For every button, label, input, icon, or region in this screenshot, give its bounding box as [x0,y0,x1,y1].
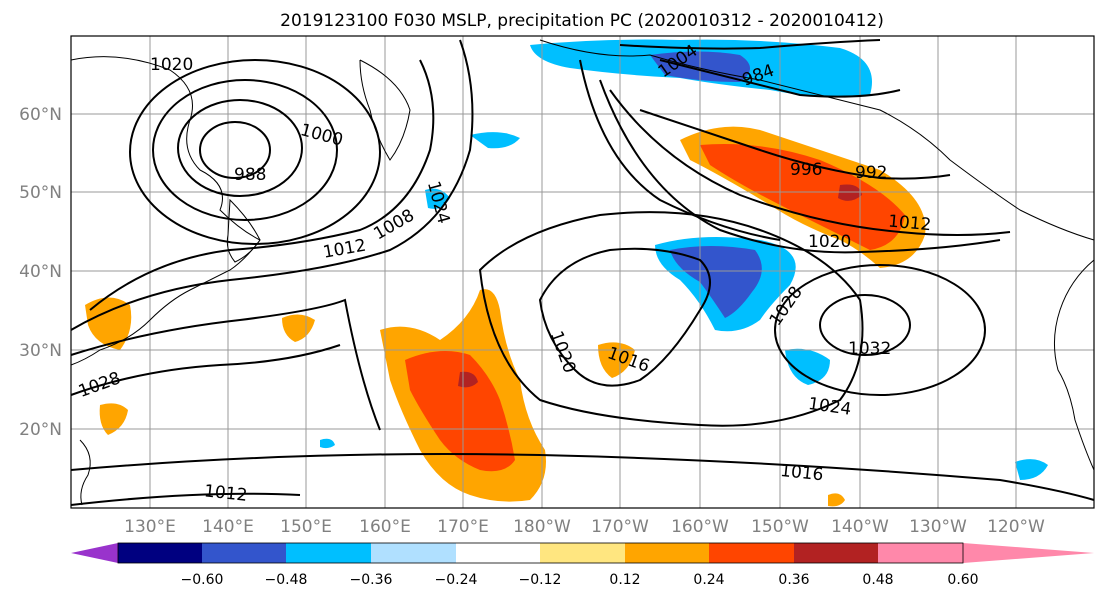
isobar-1012-west [89,59,435,311]
longitude-labels: 130°E 140°E 150°E 160°E 170°E 180°W 170°… [124,517,1045,537]
isobar-996-north [639,109,951,180]
isobar-low-ring-3 [152,79,338,221]
isobar-label-992-north: 992 [855,163,887,183]
isobar-label-996-north: 996 [790,160,822,180]
lon-label-180w: 180°W [513,517,571,537]
colorbar-tick-5: −0.12 [519,572,562,588]
isobar-1004-north [619,39,881,50]
isobar-984-north [659,59,901,98]
colorbar-outline [117,542,964,564]
lon-label-140e: 140°E [202,517,254,537]
colorbar-tick-2: −0.48 [265,572,308,588]
isobar-1008-north [609,89,1011,236]
colorbar-swatch-9 [794,543,878,563]
colorbar-swatch-1 [118,543,202,563]
isobar-label-1012-south: 1012 [203,481,248,505]
isobar-low-ring-2 [177,99,303,197]
precip-max-north-pacific [838,184,862,201]
colorbar-swatch-4 [371,543,456,563]
isobar-low-ring-1 [199,121,271,179]
precip-neg-hawaii-east [785,348,830,385]
lat-label-40n: 40°N [19,262,62,282]
map-background [71,36,1094,508]
isobar-1028-high [774,264,986,396]
precip-neg-central-core [670,246,762,318]
lon-label-120w: 120°W [987,517,1045,537]
coastlines [70,39,1095,506]
colorbar-tick-4: −0.24 [435,572,478,588]
colorbar-swatch-10 [878,543,963,563]
lon-label-170e: 170°E [437,517,489,537]
colorbar-extend-high [963,543,1094,563]
coast-asia-north [70,56,261,366]
colorbar-tick-9: 0.48 [862,572,893,588]
lon-label-130e: 130°E [124,517,176,537]
latitude-labels: 60°N 50°N 40°N 30°N 20°N [19,105,62,440]
coast-na-west [1054,259,1095,471]
lon-label-150w: 150°W [751,517,809,537]
colorbar: −0.60 −0.48 −0.36 −0.24 −0.12 0.12 0.24 … [71,542,1094,588]
lon-label-130w: 130°W [909,517,967,537]
isobar-1016-south [70,453,1095,501]
isobar-1016-west [70,39,474,331]
lat-label-60n: 60°N [19,105,62,125]
colorbar-tick-10: 0.60 [947,572,978,588]
precip-tropical-core [405,351,515,472]
lat-label-20n: 20°N [19,420,62,440]
figure-title: 2019123100 F030 MSLP, precipitation PC (… [280,11,884,31]
isobar-labels: 1020 1020 1016 1016 1028 1028 1024 1024 … [76,41,932,506]
precip-hawaii-west [598,342,635,378]
lon-label-160e: 160°E [359,517,411,537]
colorbar-swatch-6 [540,543,625,563]
colorbar-tick-8: 0.36 [778,572,809,588]
isobar-1032-high [819,294,911,356]
isobar-1016-north [579,59,781,241]
isobar-label-988-west: 988 [234,165,266,185]
lat-label-30n: 30°N [19,341,62,361]
precip-japan-south [85,297,132,350]
isobar-1024-central [478,211,864,427]
colorbar-swatch-7 [625,543,709,563]
precip-southwest [99,403,128,435]
colorbar-tick-3: −0.36 [350,572,393,588]
isobar-1020-north [599,79,1001,254]
precip-neg-west [470,132,520,149]
isobar-label-1012-north: 1012 [887,212,932,236]
colorbar-extend-low [71,543,118,563]
colorbar-tick-1: −0.60 [181,572,224,588]
isobar-1020-central [538,247,711,387]
colorbar-tick-6: 0.12 [609,572,640,588]
coast-kamchatka [359,59,411,161]
isobar-low-ring-4 [129,59,381,245]
isobars [70,39,1095,506]
isobar-label-1020-nw: 1020 [150,55,193,75]
colorbar-swatch-8 [709,543,794,563]
precip-core-north-pacific [700,144,905,250]
isobar-1028-west [70,344,341,396]
isobar-label-1016-south: 1016 [779,461,824,485]
coast-alaska [539,39,1095,241]
colorbar-swatch-3 [286,543,371,563]
lon-label-150e: 150°E [280,517,332,537]
isobar-label-1020-north: 1020 [808,232,851,252]
precip-neg-small [320,438,335,449]
lon-label-160w: 160°W [671,517,729,537]
isobar-1020-west [70,298,381,431]
lon-label-140w: 140°W [831,517,889,537]
map-panel: 1020 1020 1016 1016 1028 1028 1024 1024 … [70,35,1095,509]
colorbar-swatch-5 [456,543,540,563]
isobar-label-1032-high: 1032 [848,339,891,359]
isobar-1012-south [70,492,301,506]
colorbar-tick-7: 0.24 [693,572,724,588]
precip-neg-east-pac [1015,459,1048,480]
lat-label-50n: 50°N [19,183,62,203]
precip-south-small [828,493,845,507]
lon-label-170w: 170°W [591,517,649,537]
precip-west-pac [282,314,315,342]
coast-philippines [79,439,91,506]
map-border [70,35,1095,509]
colorbar-swatch-2 [202,543,286,563]
